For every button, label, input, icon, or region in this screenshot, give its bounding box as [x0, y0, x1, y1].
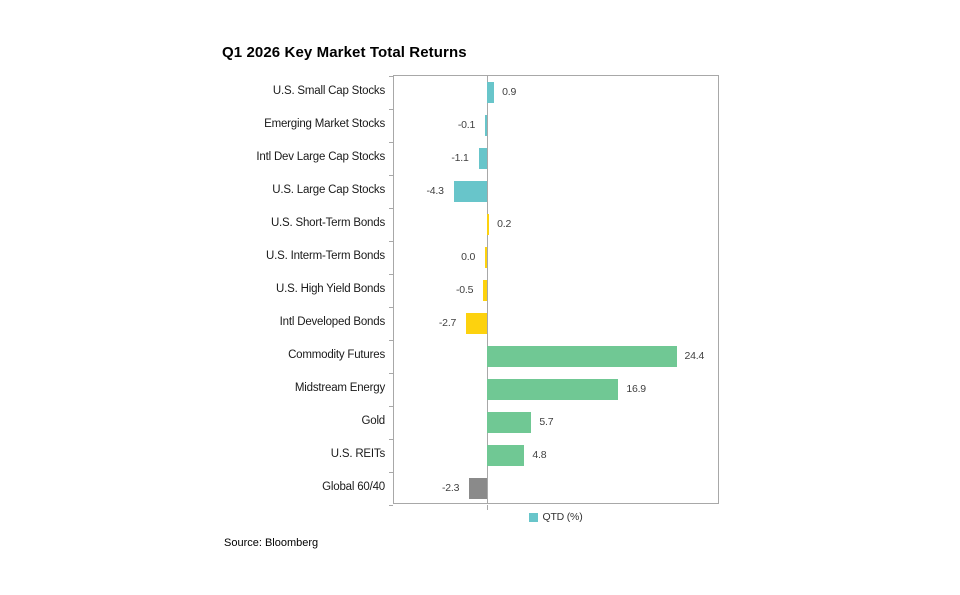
bar — [485, 247, 488, 268]
category-label: U.S. REITs — [330, 448, 385, 460]
bar-row: -2.7 — [394, 307, 718, 340]
category-label: Gold — [361, 415, 386, 427]
bar-row: -0.5 — [394, 274, 718, 307]
bar-value-label: -0.1 — [457, 119, 476, 131]
plot-area: 0.9 -0.1 -1.1 -4.3 0.2 0.0 -0.5 -2.7 24.4 16.9 5.7… — [389, 75, 719, 510]
category-axis-tick — [389, 405, 393, 407]
category-label: U.S. High Yield Bonds — [276, 283, 385, 295]
bar-value-label: -0.5 — [455, 284, 474, 296]
bar — [478, 148, 488, 169]
bar — [487, 346, 677, 367]
bar — [487, 445, 525, 466]
bar — [487, 379, 619, 400]
chart-title: Q1 2026 Key Market Total Returns — [222, 44, 467, 61]
bar — [483, 280, 488, 301]
bar — [453, 181, 488, 202]
bar-row: -1.1 — [394, 142, 718, 175]
bar-row: 0.2 — [394, 208, 718, 241]
legend-swatch-icon — [529, 512, 539, 522]
legend-label: QTD (%) — [542, 511, 583, 523]
category-axis-tick — [389, 504, 393, 506]
category-label: U.S. Interm-Term Bonds — [266, 250, 385, 262]
category-axis-tick — [389, 372, 393, 374]
bar — [487, 412, 532, 433]
category-axis-tick — [389, 306, 393, 308]
bar-value-label: 0.0 — [461, 251, 476, 263]
bar-value-label: 24.4 — [684, 350, 705, 362]
bar-value-label: -1.1 — [451, 152, 469, 164]
category-label: Commodity Futures — [288, 349, 385, 361]
bar-row: 24.4 — [394, 340, 718, 373]
category-axis-tick — [389, 438, 393, 440]
category-axis-tick — [389, 240, 393, 242]
bar — [487, 82, 495, 103]
category-axis-tick — [389, 339, 393, 341]
category-label: Intl Developed Bonds — [279, 316, 386, 328]
bar-value-label: 0.2 — [497, 218, 512, 230]
bar-value-label: -2.3 — [442, 482, 460, 494]
bar-row: 5.7 — [394, 406, 718, 439]
category-label: U.S. Short-Term Bonds — [270, 217, 385, 229]
category-axis-tick — [389, 471, 393, 473]
category-axis-tick — [389, 75, 393, 77]
bar — [469, 478, 488, 499]
category-label: Global 60/40 — [322, 481, 385, 493]
category-label: U.S. Large Cap Stocks — [272, 184, 385, 196]
bar-row: -4.3 — [394, 175, 718, 208]
zero-axis-tick — [486, 505, 488, 510]
bar-value-label: 5.7 — [539, 416, 554, 428]
bar — [487, 214, 490, 235]
bar — [466, 313, 488, 334]
category-label: U.S. Small Cap Stocks — [272, 85, 385, 97]
bar-row: 4.8 — [394, 439, 718, 472]
bar-value-label: 4.8 — [532, 449, 547, 461]
bar-row: -2.3 — [394, 472, 718, 505]
bar-row: -0.1 — [394, 109, 718, 142]
category-axis-tick — [389, 207, 393, 209]
zero-gridline — [486, 76, 488, 503]
legend: QTD (%) — [393, 511, 719, 523]
category-axis-tick — [389, 273, 393, 275]
bar-row: 0.9 — [394, 76, 718, 109]
category-label: Intl Dev Large Cap Stocks — [256, 151, 385, 163]
bar-row: 0.0 — [394, 241, 718, 274]
category-axis-tick — [389, 108, 393, 110]
category-axis-tick — [389, 141, 393, 143]
bar-value-label: 16.9 — [626, 383, 646, 395]
source-note: Source: Bloomberg — [224, 537, 319, 549]
bar-value-label: -2.7 — [438, 317, 457, 329]
bar-row: 16.9 — [394, 373, 718, 406]
bar-value-label: -4.3 — [426, 185, 444, 197]
bar — [485, 115, 488, 136]
category-labels: U.S. Small Cap Stocks Emerging Market Sto… — [0, 75, 385, 504]
category-label: Midstream Energy — [294, 382, 385, 394]
category-axis-tick — [389, 174, 393, 176]
bar-value-label: 0.9 — [502, 86, 517, 98]
category-label: Emerging Market Stocks — [264, 118, 385, 130]
